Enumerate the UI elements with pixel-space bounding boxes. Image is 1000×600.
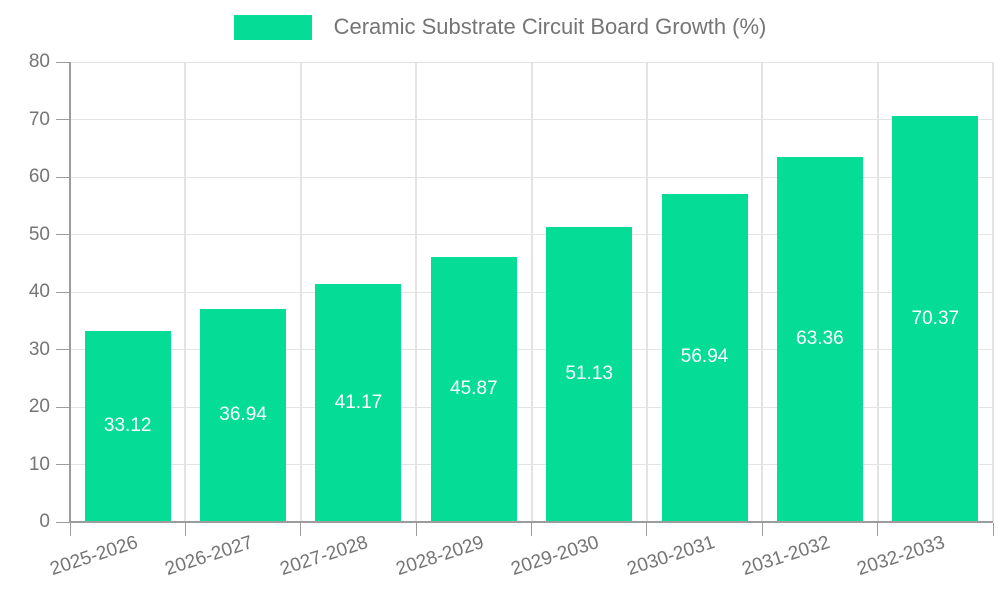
- legend-label: Ceramic Substrate Circuit Board Growth (…: [333, 14, 767, 39]
- plot-area: 0 10 20 30 40 50 60 70 80 33.12 2025-2026 36.94 2026…: [29, 51, 994, 580]
- gridline-vertical: [645, 62, 648, 522]
- x-axis-tick: [646, 523, 648, 536]
- y-axis-tick: [56, 464, 70, 465]
- y-tick-label: 20: [28, 396, 50, 417]
- y-axis-tick: [56, 176, 70, 178]
- y-tick-label: 30: [28, 338, 50, 360]
- x-axis-tick: [877, 523, 879, 536]
- y-axis-tick: [56, 406, 70, 408]
- x-axis-tick: [415, 523, 417, 536]
- gridline-vertical: [876, 62, 879, 522]
- x-axis-tick: [531, 523, 532, 536]
- x-axis-line: [69, 521, 993, 523]
- bar: 51.13: [546, 227, 633, 521]
- legend[interactable]: Ceramic Substrate Circuit Board Growth (…: [0, 14, 1000, 40]
- x-axis-tick: [184, 523, 186, 536]
- bar: 70.37: [892, 116, 979, 521]
- y-tick-label: 80: [28, 51, 50, 72]
- y-axis-tick: [56, 119, 70, 120]
- y-axis-tick: [56, 521, 70, 523]
- bar-value-label: 33.12: [103, 414, 152, 436]
- y-tick-label: 10: [28, 453, 50, 475]
- y-axis-tick: [56, 291, 70, 293]
- y-tick-label: 50: [28, 223, 50, 245]
- gridline-vertical: [184, 62, 187, 522]
- x-axis-tick: [761, 523, 763, 536]
- y-axis-tick: [56, 61, 70, 63]
- gridline-vertical: [299, 62, 302, 522]
- x-axis-tick: [992, 523, 994, 536]
- bar: 41.17: [315, 284, 402, 521]
- bar-value-label: 56.94: [680, 346, 729, 368]
- gridline-vertical: [415, 62, 418, 522]
- bar: 63.36: [776, 156, 863, 521]
- y-tick-label: 70: [28, 108, 50, 130]
- bar: 33.12: [84, 330, 171, 521]
- y-axis-tick: [56, 349, 70, 350]
- y-tick-label: 60: [28, 166, 50, 187]
- x-axis-tick: [69, 523, 71, 536]
- bar-value-label: 63.36: [796, 327, 844, 349]
- gridline-vertical: [761, 62, 764, 522]
- gridline-vertical: [992, 62, 994, 522]
- y-axis-tick: [56, 234, 70, 235]
- x-axis-tick: [300, 523, 302, 536]
- bar-value-label: 41.17: [334, 391, 383, 413]
- bar: 56.94: [661, 193, 748, 521]
- bar-value-label: 36.94: [219, 403, 267, 425]
- y-axis-line: [69, 62, 71, 522]
- y-tick-label: 0: [39, 511, 50, 532]
- bar-value-label: 51.13: [565, 363, 613, 384]
- bar: 36.94: [200, 308, 287, 521]
- y-tick-label: 40: [28, 281, 50, 302]
- bar-value-label: 70.37: [911, 307, 960, 329]
- legend-swatch-icon: [233, 14, 312, 40]
- bar: 45.87: [430, 257, 517, 521]
- bar-value-label: 45.87: [450, 378, 498, 400]
- gridline-vertical: [530, 62, 533, 522]
